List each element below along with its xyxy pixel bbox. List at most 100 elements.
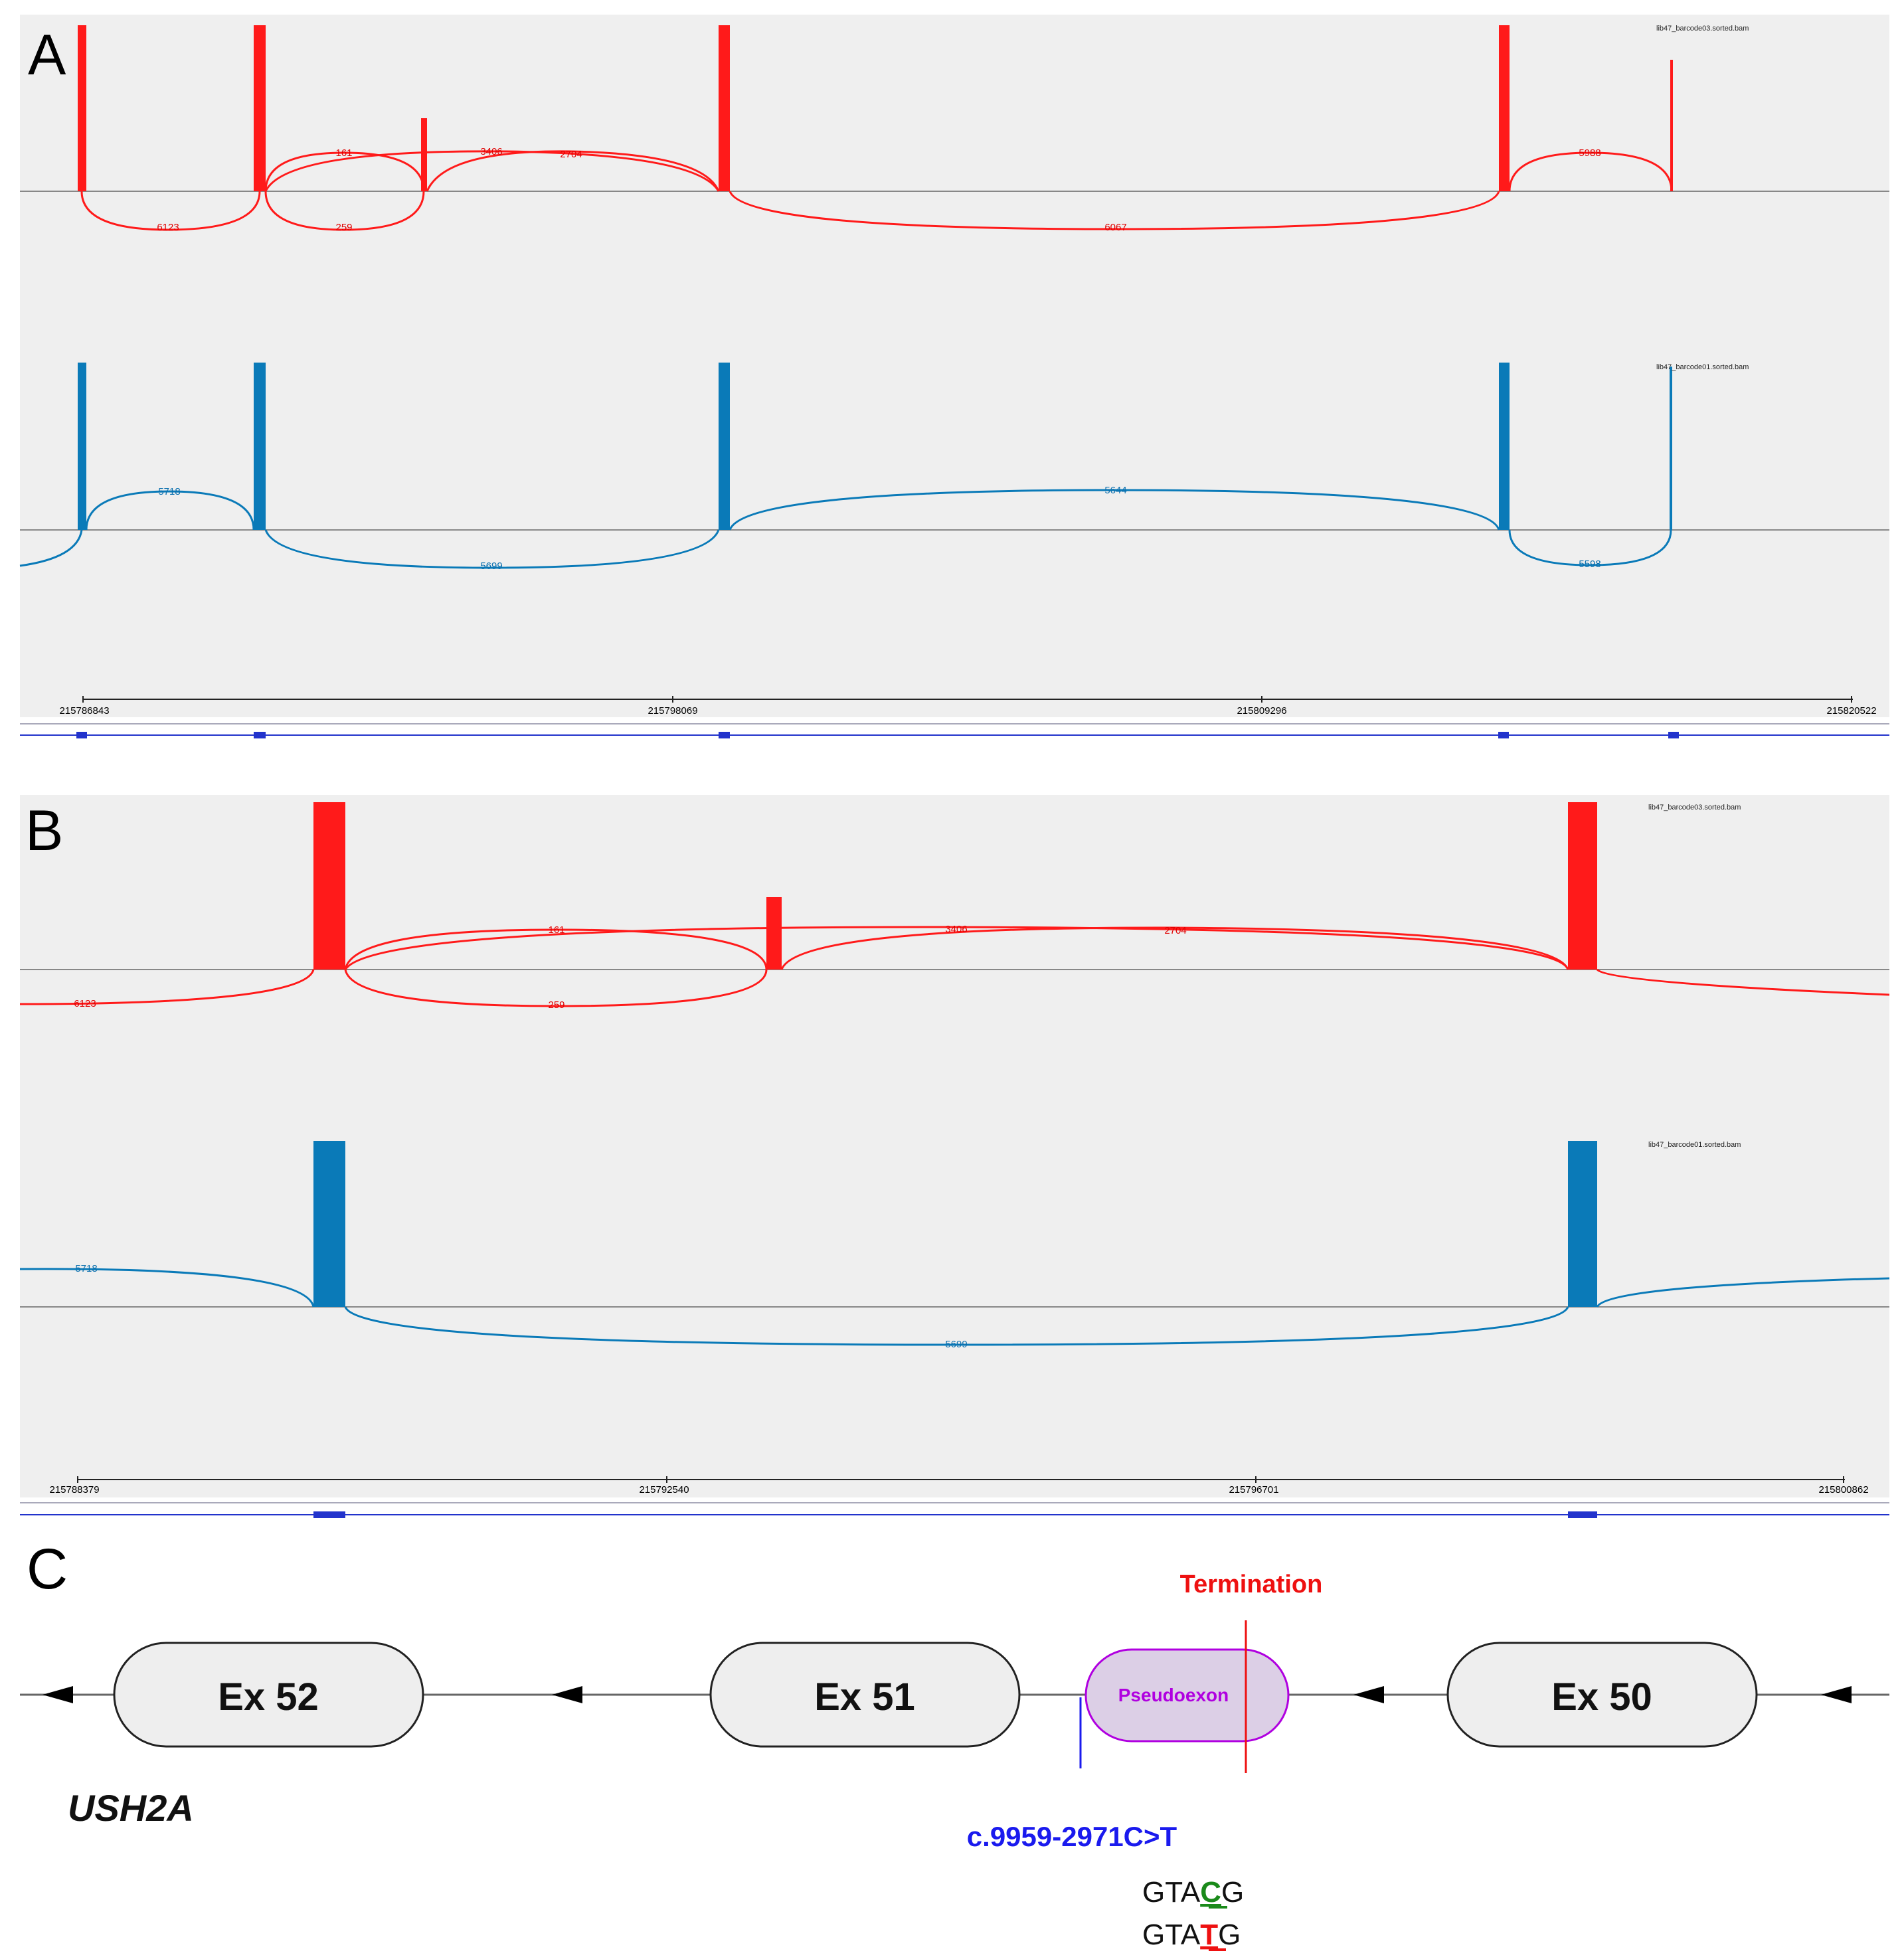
coverage-bar	[1568, 1141, 1597, 1307]
arrow-left-icon	[1353, 1686, 1384, 1703]
junction-arc	[1596, 968, 1890, 996]
junction-count: 161	[335, 147, 352, 159]
transcript-exon	[254, 732, 266, 738]
junction-arc	[264, 191, 425, 231]
gene-name: USH2A	[68, 1787, 194, 1829]
coverage-bar	[78, 363, 86, 530]
junction-count: 6123	[157, 222, 179, 233]
junction-arc	[264, 151, 425, 192]
panel-c: C Ex 52 Ex 51 Ex 50 Pseudoexon Terminati…	[20, 1537, 1889, 1951]
transcript-exon	[1498, 732, 1509, 738]
panel-b-ruler: 215788379 215792540 215796701 215800862	[49, 1476, 1869, 1495]
coordinate-label: 215809296	[1237, 705, 1286, 717]
panel-a-red-track: 6123 161 3406 2704 259 6067 5988 lib47_b…	[20, 25, 1889, 233]
junction-arc	[729, 489, 1500, 531]
pseudoexon-label: Pseudoexon	[1118, 1685, 1229, 1705]
junction-arc	[19, 1268, 315, 1308]
junction-count: 6067	[1104, 222, 1126, 233]
junction-arc	[780, 926, 1569, 970]
exon-label: Ex 51	[814, 1675, 915, 1719]
coverage-bar	[78, 25, 86, 191]
junction-count: 2704	[1164, 925, 1186, 936]
panel-b-background	[20, 795, 1889, 1497]
exon-52: Ex 52	[113, 1642, 424, 1748]
coordinate-label: 215786843	[59, 705, 109, 717]
arrow-left-icon	[552, 1686, 582, 1703]
panel-b: B 6123 161 3406 2704 259 lib47_barcode03…	[19, 795, 1890, 1518]
panel-a-ruler: 215786843 215798069 215809296 215820522	[59, 696, 1877, 717]
exon-51: Ex 51	[709, 1642, 1021, 1748]
pseudoexon: Pseudoexon	[1084, 1648, 1290, 1743]
transcript-exon	[313, 1511, 345, 1518]
junction-arc	[344, 926, 1569, 970]
coordinate-label: 215800862	[1818, 1484, 1868, 1495]
coverage-bar	[254, 25, 266, 191]
junction-arc	[344, 969, 768, 1007]
coverage-bar	[313, 802, 345, 970]
panel-b-red-track: 6123 161 3406 2704 259 lib47_barcode03.s…	[19, 802, 1890, 1011]
coverage-bar	[1670, 60, 1673, 191]
coverage-bar	[254, 363, 266, 530]
transcript-exon	[1668, 732, 1679, 738]
arrow-left-icon	[1821, 1686, 1852, 1703]
coordinate-label: 215798069	[648, 705, 697, 717]
coverage-bar	[1670, 367, 1672, 530]
junction-arc	[344, 928, 768, 970]
panel-a-background	[20, 15, 1889, 717]
junction-count: 259	[335, 222, 352, 233]
junction-count: 5718	[75, 1263, 97, 1274]
junction-arc	[1508, 151, 1673, 192]
junction-arc	[264, 529, 720, 569]
arrow-left-icon	[43, 1686, 73, 1703]
junction-count: 3406	[945, 924, 967, 935]
bam-filename: lib47_barcode01.sorted.bam	[1648, 1141, 1741, 1149]
exon-shape	[1446, 1642, 1758, 1748]
variant-base: T	[1200, 1918, 1218, 1951]
junction-count: 161	[548, 924, 564, 936]
junction-arc	[85, 490, 255, 531]
exon-shape	[113, 1642, 424, 1748]
variant-sequence: GTATG	[1142, 1918, 1241, 1951]
panel-b-transcript-track	[20, 1502, 1889, 1518]
coordinate-label: 215796701	[1229, 1484, 1278, 1495]
reference-base: C	[1200, 1876, 1221, 1909]
panel-a: A 6123 161 3406 2704 259 6067 5988 lib47	[19, 15, 1889, 738]
coverage-bar	[313, 1141, 345, 1307]
junction-arc	[19, 529, 83, 567]
exon-label: Ex 50	[1551, 1675, 1652, 1719]
sequence-suffix: G	[1221, 1876, 1244, 1909]
sequence-prefix: GTA	[1142, 1876, 1201, 1909]
junction-arc	[729, 191, 1500, 230]
bam-filename: lib47_barcode01.sorted.bam	[1656, 363, 1749, 371]
panel-c-letter: C	[27, 1537, 68, 1601]
coordinate-label: 215820522	[1826, 705, 1876, 717]
bam-filename: lib47_barcode03.sorted.bam	[1648, 804, 1741, 811]
junction-count: 6123	[74, 998, 96, 1009]
exon-shape	[709, 1642, 1021, 1748]
coverage-bar	[1499, 25, 1510, 191]
reference-sequence: GTACG	[1142, 1876, 1244, 1909]
coverage-bar	[719, 25, 730, 191]
junction-arc	[344, 1306, 1569, 1346]
pseudoexon-shape	[1084, 1648, 1290, 1743]
sequence-suffix: G	[1218, 1918, 1241, 1951]
junction-count: 5718	[158, 486, 180, 497]
junction-arc	[1508, 529, 1672, 566]
junction-count: 3406	[480, 146, 502, 157]
transcript-exon	[76, 732, 87, 738]
panel-b-blue-track: 5718 5699 lib47_barcode01.sorted.bam	[19, 1141, 1890, 1350]
panel-a-transcript-track	[20, 723, 1889, 738]
junction-count: 5598	[1579, 558, 1601, 570]
exon-label: Ex 52	[218, 1675, 319, 1719]
transcript-exon	[1568, 1511, 1597, 1518]
coordinate-label: 215788379	[49, 1484, 99, 1495]
variant-label: c.9959-2971C>T	[967, 1821, 1177, 1852]
panel-b-letter: B	[25, 799, 63, 863]
coverage-bar	[1499, 363, 1510, 530]
junction-count: 5988	[1579, 147, 1601, 159]
junction-arc	[1596, 1277, 1890, 1308]
panel-a-letter: A	[28, 23, 66, 87]
junction-arc	[264, 150, 720, 192]
junction-count: 5699	[480, 560, 502, 572]
